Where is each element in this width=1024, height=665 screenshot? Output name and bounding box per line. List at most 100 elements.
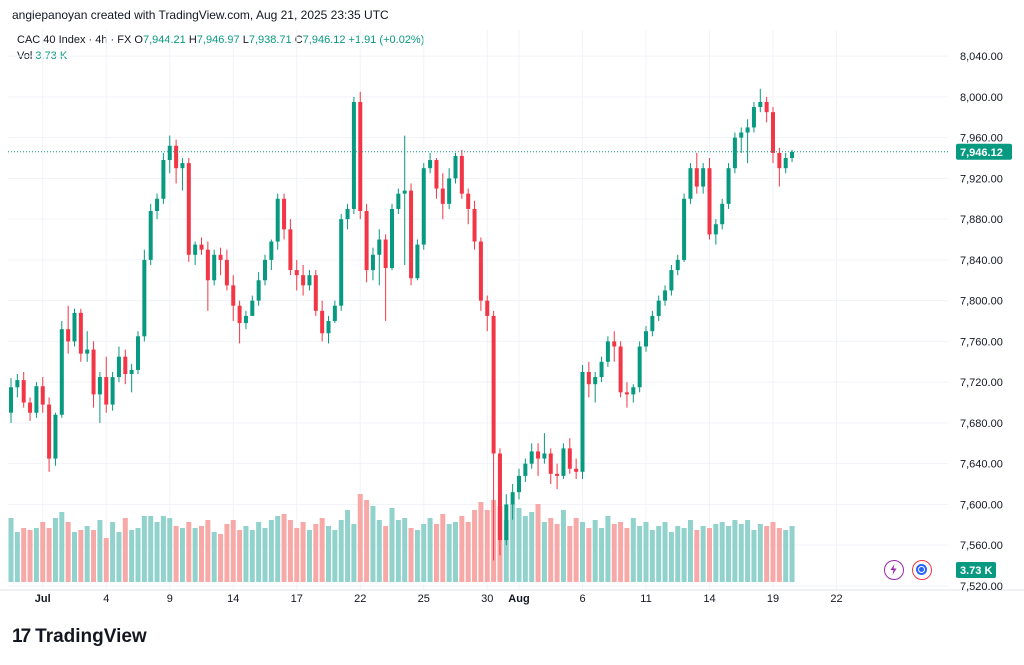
candle-body (497, 453, 502, 541)
candle-body (624, 392, 629, 395)
volume-bar (687, 520, 693, 582)
volume-bar (268, 520, 274, 582)
candle-body (282, 198, 287, 230)
candle-body (370, 254, 375, 271)
volume-bar (643, 522, 649, 582)
lightning-icon[interactable] (884, 560, 904, 580)
candle-body (561, 448, 566, 476)
candle-body (504, 504, 509, 541)
candle-body (250, 300, 255, 316)
candle-body (739, 132, 744, 138)
candle-body (523, 463, 528, 476)
volume-bar (262, 528, 268, 582)
volume-bar (484, 510, 490, 582)
candle-body (790, 151, 795, 158)
volume-bar (129, 530, 135, 582)
volume-bar (783, 530, 789, 582)
candle-body (599, 361, 604, 378)
volume-bar (148, 516, 154, 582)
x-tick-label: 6 (579, 593, 585, 605)
candle-body (574, 468, 579, 472)
candle-body (618, 346, 623, 393)
candle-body (66, 329, 71, 342)
candle-body (15, 380, 20, 388)
candle-body (510, 492, 515, 505)
volume-bar (414, 530, 420, 582)
candle-body (771, 112, 775, 153)
volume-bar (630, 518, 636, 582)
candle-body (320, 310, 325, 334)
candle-body (701, 168, 706, 187)
candle-body (536, 451, 541, 459)
y-tick-label: 7,960.00 (960, 133, 1003, 145)
volume-bar (199, 526, 204, 582)
volume-bar (281, 514, 287, 582)
candle-body (167, 145, 172, 161)
candle-body (186, 163, 191, 255)
close-value: 7,946.12 (302, 34, 346, 46)
volume-bar (738, 524, 744, 582)
y-tick-label: 7,680.00 (960, 418, 1003, 430)
volume-bar (122, 518, 128, 582)
volume-bar (707, 528, 712, 582)
volume-bar (84, 526, 90, 582)
volume-bar (224, 524, 230, 582)
volume-bar (624, 528, 630, 582)
volume-bar (618, 522, 624, 582)
ohlc-legend: CAC 40 Index · 4h · FX O7,944.21 H7,946.… (17, 34, 424, 46)
volume-bar (237, 530, 243, 582)
candle-body (85, 349, 90, 354)
volume-bar (338, 520, 344, 582)
volume-bar (580, 522, 585, 582)
volume-bar (78, 530, 84, 582)
volume-bar (52, 518, 58, 582)
candle-body (764, 101, 769, 113)
candle-body (59, 329, 64, 415)
volume-bar (27, 530, 33, 582)
volume-bar (383, 526, 389, 582)
candle-body (485, 300, 490, 316)
volume-bar (529, 512, 535, 582)
volume-bar (649, 530, 655, 582)
volume-bar (573, 518, 579, 582)
candle-body (586, 371, 591, 385)
candle-body (726, 168, 731, 204)
volume-bar (611, 524, 617, 582)
candle-body (409, 190, 414, 279)
candle-body (161, 160, 166, 199)
volume-bar (186, 522, 192, 582)
target-icon[interactable] (912, 560, 932, 580)
candle-body (669, 270, 674, 291)
candle-body (383, 239, 388, 269)
candle-body (402, 190, 407, 194)
volume-bar (548, 518, 554, 582)
candle-body (123, 356, 128, 374)
volume-bar (522, 516, 528, 582)
volume-bar (764, 526, 770, 582)
volume-bar (599, 528, 605, 582)
volume-bar (453, 522, 458, 582)
candle-body (263, 259, 267, 281)
volume-bar (160, 516, 166, 582)
candle-body (301, 275, 306, 286)
candle-body (396, 193, 401, 209)
volume-bar (33, 528, 39, 582)
volume-bar (554, 524, 560, 582)
symbol-label[interactable]: CAC 40 Index · 4h · FX (17, 34, 132, 46)
volume-bar (116, 532, 122, 582)
y-tick-label: 7,880.00 (960, 214, 1003, 226)
x-tick-label: 14 (227, 593, 239, 605)
volume-bar (719, 522, 725, 582)
x-tick-label: Jul (35, 593, 51, 605)
volume-bar (300, 522, 306, 582)
volume-bar (249, 530, 255, 582)
candle-body (34, 386, 39, 413)
candle-body (174, 145, 179, 169)
tradingview-logo: 17 TradingView (12, 626, 147, 648)
candle-body (129, 369, 134, 374)
candle-body (136, 336, 140, 370)
candle-body (110, 377, 115, 405)
candle-body (682, 198, 687, 260)
volume-bar (141, 516, 147, 582)
